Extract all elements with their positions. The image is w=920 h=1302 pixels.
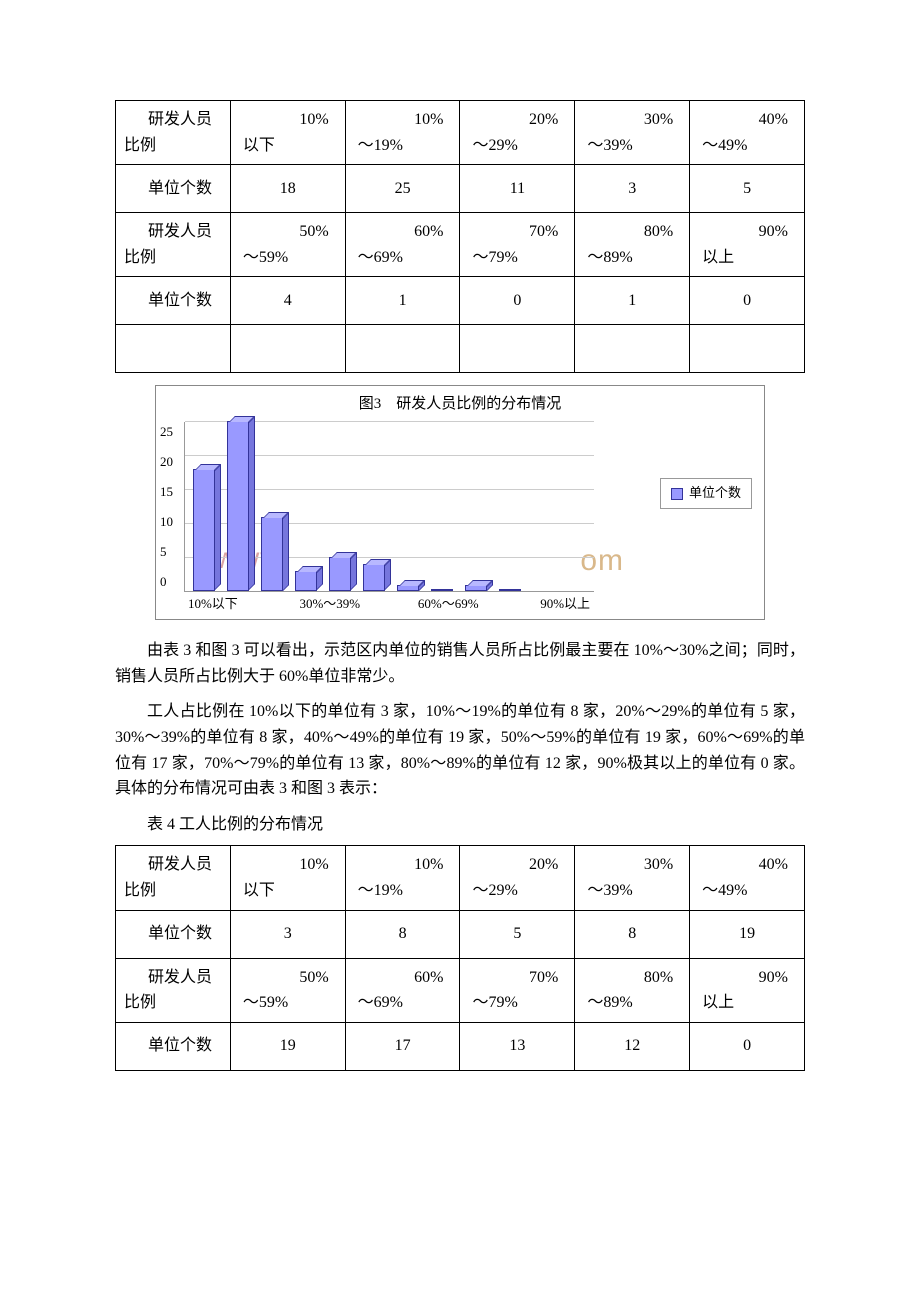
chart-figure-3: 图3 研发人员比例的分布情况 0 5 10 15 20 25 www om 10%以下 30… — [155, 385, 765, 620]
table3-r4c5: 0 — [690, 277, 805, 325]
paragraph-1: 由表 3 和图 3 可以看出，示范区内单位的销售人员所占比例最主要在 10%～3… — [115, 638, 805, 689]
table4-r1c3: 20%～29% — [460, 846, 575, 910]
table4-r3c3: 70%～79% — [460, 958, 575, 1022]
table4-r1c5: 40%～49% — [690, 846, 805, 910]
y-tick: 25 — [160, 422, 173, 443]
table4-r4c4: 12 — [575, 1022, 690, 1070]
table-3: 研发人员比例 10%以下 10%～19% 20%～29% 30%～39% 40%… — [115, 100, 805, 373]
y-tick: 0 — [160, 572, 173, 593]
table4-r1c1: 10%以下 — [230, 846, 345, 910]
table3-r3c3: 70%～79% — [460, 213, 575, 277]
table3-r4c1: 4 — [230, 277, 345, 325]
table3-row4-label: 单位个数 — [116, 277, 231, 325]
table3-r2c2: 25 — [345, 165, 460, 213]
watermark-right: om — [580, 537, 624, 585]
table4-r3c5: 90%以上 — [690, 958, 805, 1022]
table3-r3c5: 90%以上 — [690, 213, 805, 277]
chart-title: 图3 研发人员比例的分布情况 — [156, 392, 764, 416]
x-tick: 60%～69% — [418, 594, 479, 615]
table3-r3c2: 60%～69% — [345, 213, 460, 277]
table4-row2-label: 单位个数 — [116, 910, 231, 958]
table3-r4c4: 1 — [575, 277, 690, 325]
table3-r1c5: 40%～49% — [690, 101, 805, 165]
x-tick — [479, 594, 537, 615]
x-tick — [242, 594, 300, 615]
table3-row3-label: 研发人员比例 — [116, 213, 231, 277]
chart-bar — [363, 564, 385, 591]
legend-label: 单位个数 — [689, 483, 741, 504]
chart-bar — [465, 585, 487, 592]
table-4: 研发人员比例 10%以下 10%～19% 20%～29% 30%～39% 40%… — [115, 845, 805, 1070]
y-tick: 5 — [160, 542, 173, 563]
table4-row1-label: 研发人员比例 — [116, 846, 231, 910]
chart-bar — [261, 517, 283, 592]
table3-r2c5: 5 — [690, 165, 805, 213]
legend-swatch-icon — [671, 488, 683, 500]
chart-y-axis: 0 5 10 15 20 25 — [160, 422, 173, 592]
table3-r4c2: 1 — [345, 277, 460, 325]
chart-bar — [431, 589, 453, 591]
table3-row1-label: 研发人员比例 — [116, 101, 231, 165]
table4-r4c5: 0 — [690, 1022, 805, 1070]
table3-r1c2: 10%～19% — [345, 101, 460, 165]
table4-r2c5: 19 — [690, 910, 805, 958]
table4-r2c2: 8 — [345, 910, 460, 958]
table3-r4c3: 0 — [460, 277, 575, 325]
x-tick — [360, 594, 418, 615]
chart-bar — [397, 585, 419, 592]
label-text: 研发人员比例 — [124, 107, 222, 158]
table4-row4-label: 单位个数 — [116, 1022, 231, 1070]
chart-bar — [227, 421, 249, 591]
table3-r1c3: 20%～29% — [460, 101, 575, 165]
x-tick: 10%以下 — [184, 594, 242, 615]
table4-caption: 表 4 工人比例的分布情况 — [115, 812, 805, 838]
y-tick: 15 — [160, 482, 173, 503]
chart-bar — [193, 469, 215, 591]
table4-r3c4: 80%～89% — [575, 958, 690, 1022]
x-tick: 90%以上 — [536, 594, 594, 615]
table3-r2c3: 11 — [460, 165, 575, 213]
y-tick: 10 — [160, 512, 173, 533]
table3-r2c1: 18 — [230, 165, 345, 213]
chart-plot-area: www om — [184, 422, 594, 592]
table3-r2c4: 3 — [575, 165, 690, 213]
y-tick: 20 — [160, 452, 173, 473]
table4-r2c4: 8 — [575, 910, 690, 958]
table4-r2c3: 5 — [460, 910, 575, 958]
paragraph-2: 工人占比例在 10%以下的单位有 3 家，10%～19%的单位有 8 家，20%… — [115, 699, 805, 801]
chart-bar — [295, 571, 317, 591]
table3-r1c1: 10%以下 — [230, 101, 345, 165]
x-tick: 30%～39% — [299, 594, 360, 615]
table4-r4c2: 17 — [345, 1022, 460, 1070]
table3-row2-label: 单位个数 — [116, 165, 231, 213]
table4-r3c2: 60%～69% — [345, 958, 460, 1022]
chart-legend: 单位个数 — [660, 478, 752, 509]
table4-row3-label: 研发人员比例 — [116, 958, 231, 1022]
table3-r3c4: 80%～89% — [575, 213, 690, 277]
table3-r1c4: 30%～39% — [575, 101, 690, 165]
chart-bar — [329, 557, 351, 591]
chart-x-axis: 10%以下 30%～39% 60%～69% 90%以上 — [184, 592, 594, 615]
chart-bar — [499, 589, 521, 591]
table4-r4c3: 13 — [460, 1022, 575, 1070]
table4-r1c4: 30%～39% — [575, 846, 690, 910]
table4-r1c2: 10%～19% — [345, 846, 460, 910]
table4-r4c1: 19 — [230, 1022, 345, 1070]
table4-r2c1: 3 — [230, 910, 345, 958]
table3-r3c1: 50%～59% — [230, 213, 345, 277]
table4-r3c1: 50%～59% — [230, 958, 345, 1022]
